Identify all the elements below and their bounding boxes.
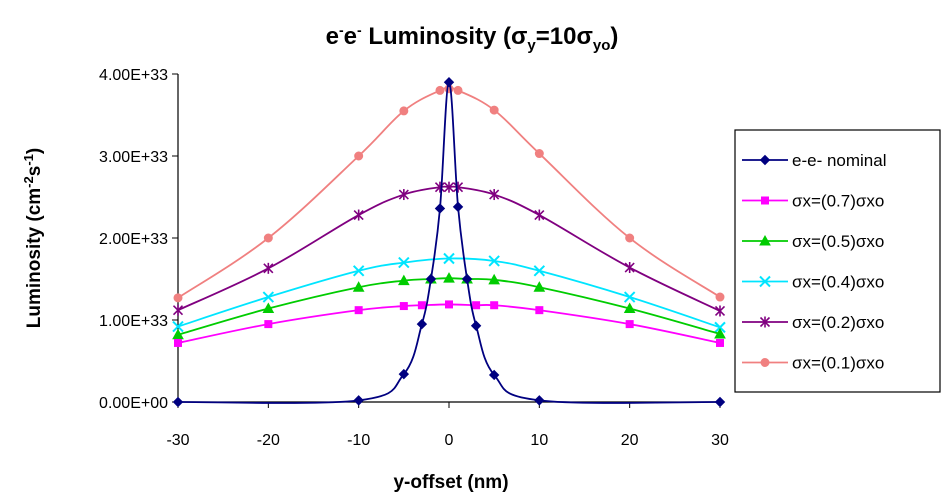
data-point xyxy=(417,301,426,310)
series-line xyxy=(177,257,721,329)
legend-label: σx=(0.7)σxo xyxy=(792,192,884,211)
x-tick-label: 20 xyxy=(621,432,639,449)
chart-title: e-e- Luminosity (σy=10σyo) xyxy=(326,22,619,54)
x-tick-label: -30 xyxy=(166,432,189,449)
legend-marker xyxy=(759,234,771,246)
data-point xyxy=(262,302,275,314)
legend-label: e-e- nominal xyxy=(792,151,887,170)
series-line xyxy=(177,87,721,299)
legend-label: σx=(0.2)σxo xyxy=(792,313,884,332)
data-point xyxy=(714,321,726,334)
data-point xyxy=(443,181,455,193)
data-point xyxy=(263,233,273,243)
legend-marker xyxy=(761,196,769,205)
x-tick-label: 30 xyxy=(711,432,729,449)
data-point xyxy=(453,85,463,95)
legend-marker xyxy=(760,358,770,367)
data-point xyxy=(443,252,455,265)
data-point xyxy=(623,291,636,303)
data-point xyxy=(452,181,464,193)
y-axis-title: Luminosity (cm-2s-1) xyxy=(21,148,45,328)
y-tick-label: 4.00E+33 xyxy=(99,67,168,84)
x-tick-label: -20 xyxy=(257,432,280,449)
data-point xyxy=(443,272,455,283)
plot-area: 0.00E+00 1.00E+33 2.00E+33 3.00E+33 4.00E+33… xyxy=(99,67,729,449)
data-point xyxy=(488,273,501,285)
data-point xyxy=(172,396,184,408)
legend-box xyxy=(734,129,941,393)
data-point xyxy=(352,265,365,277)
series-line xyxy=(177,81,721,404)
data-point xyxy=(172,328,184,340)
data-point xyxy=(472,301,481,310)
data-point xyxy=(534,395,545,406)
data-point xyxy=(535,306,544,315)
legend-marker xyxy=(759,316,771,328)
data-point xyxy=(533,265,546,277)
data-point xyxy=(416,318,428,330)
data-point xyxy=(172,320,184,333)
data-point xyxy=(398,368,410,380)
data-point xyxy=(435,85,445,95)
data-point xyxy=(434,181,446,193)
data-point xyxy=(352,281,365,292)
x-tick-label: 0 xyxy=(445,432,454,449)
data-point xyxy=(262,291,275,303)
data-point xyxy=(533,281,546,292)
legend-label: σx=(0.4)σxo xyxy=(792,273,884,292)
data-point xyxy=(489,105,499,115)
legend-label: σx=(0.5)σxo xyxy=(792,232,884,251)
y-tick-label: 2.00E+33 xyxy=(99,231,168,248)
data-point xyxy=(489,189,500,201)
data-point xyxy=(461,273,473,285)
data-point xyxy=(488,255,500,267)
data-point xyxy=(172,304,184,316)
data-point xyxy=(398,256,410,269)
data-point xyxy=(714,396,726,408)
data-point xyxy=(625,233,635,243)
data-point xyxy=(353,209,364,221)
data-point xyxy=(534,149,544,159)
data-point xyxy=(625,320,634,329)
data-point xyxy=(174,338,182,347)
data-point xyxy=(354,306,363,315)
data-point xyxy=(263,262,274,274)
y-tick-label: 0.00E+00 xyxy=(99,395,168,412)
data-point xyxy=(488,369,500,381)
x-tick-label: 10 xyxy=(530,432,548,449)
series-line xyxy=(177,185,721,312)
x-axis-title: y-offset (nm) xyxy=(393,472,508,493)
data-point xyxy=(714,327,726,339)
y-tick-label: 3.00E+33 xyxy=(99,149,168,166)
data-point xyxy=(624,262,635,274)
data-point xyxy=(425,273,437,285)
legend-marker xyxy=(759,275,771,288)
legend-marker xyxy=(759,154,771,166)
y-tick-label: 1.00E+33 xyxy=(99,313,168,330)
legend-label: σx=(0.1)σxo xyxy=(792,354,884,373)
data-point xyxy=(445,300,453,309)
data-point xyxy=(715,292,725,302)
data-point xyxy=(452,201,464,213)
data-point xyxy=(399,302,408,311)
data-point xyxy=(353,395,364,406)
data-point xyxy=(173,293,183,303)
data-point xyxy=(534,209,545,221)
data-point xyxy=(398,189,409,201)
data-point xyxy=(397,274,410,286)
data-point xyxy=(443,76,455,88)
legend: e-e- nominal σx=(0.7)σxo σx=(0.5)σxo σx=(0.… xyxy=(742,151,887,373)
data-point xyxy=(354,151,364,161)
x-tick-label: -10 xyxy=(347,432,370,449)
data-point xyxy=(623,302,636,314)
data-point xyxy=(434,203,446,214)
data-point xyxy=(714,305,726,317)
data-point xyxy=(264,320,273,329)
data-point xyxy=(470,320,482,331)
data-point xyxy=(399,106,409,116)
data-point xyxy=(716,338,724,347)
data-point xyxy=(490,301,499,310)
